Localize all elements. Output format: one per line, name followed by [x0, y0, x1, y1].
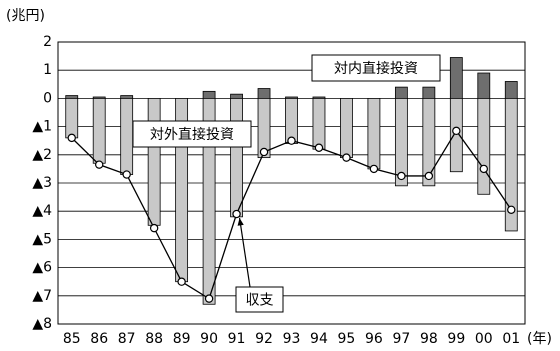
x-tick-label: 95 [338, 331, 356, 347]
balance-point [397, 171, 406, 181]
balance-point [204, 294, 214, 303]
balance-point [122, 170, 131, 179]
y-axis-label: (兆円) [6, 8, 45, 24]
bar [422, 86, 436, 99]
x-tick-label: 88 [145, 331, 163, 347]
y-tick-label: ▲1 [32, 119, 52, 135]
bar [312, 98, 326, 150]
balance-point [424, 171, 434, 181]
y-tick-label: ▲4 [32, 203, 52, 219]
bar [394, 98, 408, 187]
x-tick-label: 89 [173, 331, 191, 347]
bar [477, 72, 491, 99]
bar [230, 93, 243, 99]
bar [230, 98, 243, 218]
y-tick-label: ▲2 [32, 147, 52, 163]
annotation-arrow [238, 217, 251, 288]
annotation-box [235, 286, 284, 313]
bar [422, 98, 436, 187]
bar [504, 98, 518, 232]
x-tick-label: 92 [255, 331, 273, 347]
annotation-label: 対内直接投資 [334, 60, 418, 77]
x-tick-label: 98 [420, 331, 438, 347]
x-axis-label: (年) [527, 331, 552, 347]
x-tick-label: 97 [392, 331, 410, 347]
bar [120, 95, 134, 99]
balance-line [71, 129, 512, 300]
annotation-box [132, 120, 252, 148]
x-tick-label: 90 [200, 331, 218, 347]
y-tick-label: 1 [43, 62, 52, 78]
y-tick-label: 2 [43, 34, 52, 50]
balance-point [67, 133, 76, 143]
balance-point [452, 126, 461, 136]
annotation-box [311, 54, 441, 82]
bar [257, 98, 271, 159]
x-tick-label: 93 [283, 331, 301, 347]
bar [504, 81, 518, 99]
balance-point [177, 277, 186, 286]
plot-border [57, 41, 526, 325]
x-tick-label: 91 [228, 331, 246, 347]
bar [202, 98, 216, 305]
annotation-label: 対外直接投資 [150, 126, 234, 143]
balance-point [287, 136, 296, 145]
x-tick-label: 96 [365, 331, 383, 347]
balance-point [342, 153, 351, 162]
y-tick-label: ▲6 [32, 260, 52, 276]
y-tick-label: ▲5 [32, 231, 52, 247]
x-tick-label: 86 [90, 331, 108, 347]
balance-point [314, 143, 324, 152]
bar [92, 98, 106, 164]
y-tick-label: 0 [43, 90, 52, 106]
annotation-label: 収支 [246, 293, 274, 309]
bar [257, 88, 271, 99]
x-tick-label: 85 [63, 331, 81, 347]
bar [65, 98, 79, 139]
y-tick-label: ▲8 [32, 316, 52, 332]
x-tick-label: 87 [118, 331, 136, 347]
bar [449, 57, 463, 99]
balance-point [479, 164, 488, 174]
balance-point [149, 223, 159, 233]
bar [449, 98, 463, 173]
x-tick-label: 99 [447, 331, 465, 347]
bar [120, 98, 134, 175]
balance-point [369, 164, 379, 174]
bar [340, 98, 353, 159]
bar [202, 90, 216, 99]
balance-point [232, 209, 241, 219]
x-tick-label: 01 [502, 331, 520, 347]
y-tick-label: ▲7 [32, 288, 52, 304]
balance-point [507, 205, 516, 214]
bar [394, 86, 408, 99]
bar [367, 98, 381, 170]
x-tick-label: 00 [475, 331, 493, 347]
x-tick-label: 94 [310, 331, 328, 347]
balance-point [259, 147, 269, 157]
bar [65, 95, 79, 99]
bar [147, 98, 161, 226]
balance-point [95, 160, 104, 169]
arrow-head [237, 218, 244, 226]
bar [477, 98, 491, 195]
y-tick-label: ▲3 [32, 175, 52, 191]
